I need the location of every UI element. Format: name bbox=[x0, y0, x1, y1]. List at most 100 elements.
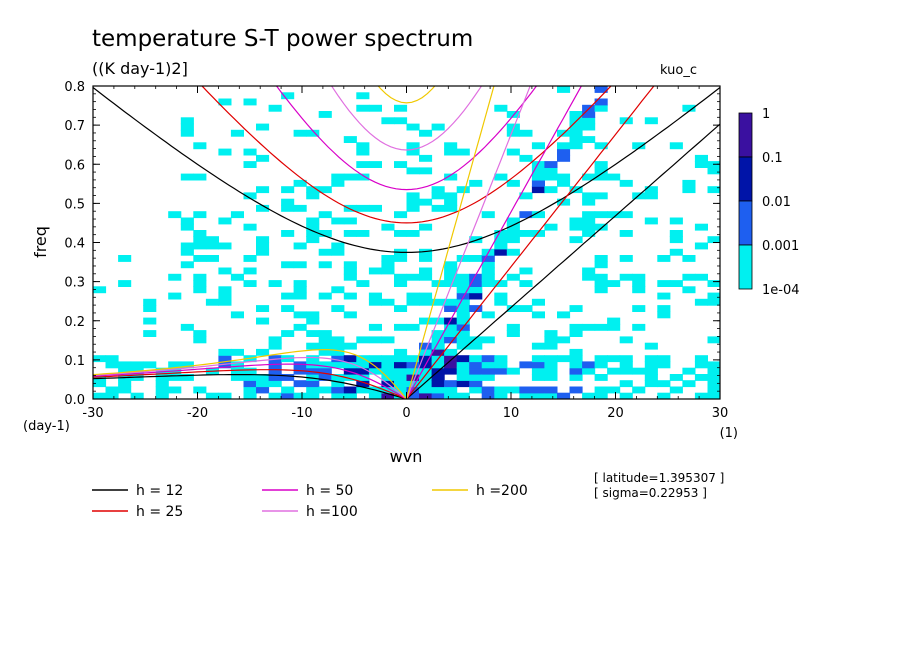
colorbar: 1 0.1 0.01 0.001 1e-04 bbox=[738, 107, 800, 298]
power-cell bbox=[268, 342, 282, 350]
power-cell bbox=[381, 367, 395, 375]
power-cell bbox=[669, 280, 683, 287]
legend-label-h50: h = 50 bbox=[306, 483, 353, 499]
power-cell bbox=[406, 298, 420, 306]
power-cell bbox=[243, 367, 257, 375]
y-tick-label: 0.4 bbox=[64, 237, 85, 252]
power-cell bbox=[118, 367, 132, 375]
power-cell bbox=[343, 361, 357, 369]
power-cell bbox=[168, 211, 182, 219]
gravity-curve-h25 bbox=[201, 86, 612, 224]
power-cell bbox=[143, 330, 157, 337]
power-cell bbox=[569, 129, 583, 137]
power-cell bbox=[180, 323, 194, 331]
power-cell bbox=[544, 173, 558, 181]
power-cell bbox=[469, 342, 483, 350]
power-cell bbox=[594, 223, 608, 231]
power-cell bbox=[218, 355, 232, 363]
colorbar-swatch bbox=[738, 200, 753, 246]
power-cell bbox=[619, 211, 633, 219]
power-cell bbox=[694, 374, 708, 381]
power-cell bbox=[318, 111, 332, 118]
power-cell bbox=[682, 186, 696, 194]
power-cell bbox=[406, 230, 420, 237]
kelvin-curve-h25 bbox=[406, 86, 655, 399]
power-cells bbox=[93, 86, 733, 399]
power-cell bbox=[180, 361, 194, 369]
power-cell bbox=[431, 298, 445, 306]
power-cell bbox=[218, 217, 232, 225]
power-cell bbox=[720, 361, 733, 368]
power-cell bbox=[582, 173, 596, 181]
power-cell bbox=[256, 236, 270, 244]
power-cell bbox=[582, 192, 596, 200]
power-cell bbox=[93, 392, 107, 399]
power-cell bbox=[506, 367, 520, 375]
x-tick-label: -20 bbox=[187, 406, 208, 421]
power-cell bbox=[331, 355, 345, 363]
power-cell bbox=[243, 280, 257, 287]
power-cell bbox=[632, 273, 646, 281]
power-cell bbox=[544, 342, 558, 350]
power-cell bbox=[343, 217, 357, 225]
power-cell bbox=[331, 361, 345, 369]
power-cell bbox=[519, 230, 533, 237]
power-cell bbox=[431, 186, 445, 194]
power-cell bbox=[381, 392, 395, 399]
power-cell bbox=[644, 367, 658, 375]
power-cell bbox=[469, 255, 483, 262]
power-cell bbox=[469, 286, 483, 294]
power-cell bbox=[569, 348, 583, 356]
power-cell bbox=[406, 367, 420, 375]
power-cell bbox=[632, 280, 646, 287]
power-cell bbox=[481, 336, 495, 344]
power-cell bbox=[594, 261, 608, 269]
power-cell bbox=[419, 154, 433, 162]
power-cell bbox=[419, 267, 433, 275]
power-cell bbox=[306, 355, 320, 363]
power-cell bbox=[644, 186, 658, 194]
power-cell bbox=[694, 392, 708, 399]
power-cell bbox=[143, 361, 157, 369]
kelvin-curve-h12 bbox=[406, 123, 720, 399]
power-cell bbox=[456, 311, 470, 319]
power-cell bbox=[356, 230, 370, 237]
power-cell bbox=[193, 230, 207, 237]
power-cell bbox=[444, 336, 458, 344]
power-cell bbox=[431, 330, 445, 337]
power-cell bbox=[594, 361, 608, 369]
power-cell bbox=[707, 336, 720, 344]
power-cell bbox=[394, 355, 408, 363]
power-cell bbox=[582, 123, 596, 131]
power-cell bbox=[444, 305, 458, 312]
power-cell bbox=[130, 392, 144, 399]
power-cell bbox=[456, 186, 470, 194]
power-cell bbox=[506, 248, 520, 256]
power-cell bbox=[619, 392, 633, 399]
power-cell bbox=[707, 386, 720, 394]
power-cell bbox=[619, 336, 633, 344]
power-cell bbox=[456, 305, 470, 312]
power-cell bbox=[544, 367, 558, 375]
power-cell bbox=[193, 273, 207, 281]
power-cell bbox=[544, 392, 558, 399]
power-cell bbox=[343, 342, 357, 350]
power-cell bbox=[306, 342, 320, 350]
power-cell bbox=[93, 380, 107, 388]
power-cell bbox=[444, 298, 458, 306]
power-cell bbox=[519, 129, 533, 137]
x-tick-label: -10 bbox=[291, 406, 312, 421]
power-cell bbox=[306, 129, 320, 137]
power-cell bbox=[569, 305, 583, 312]
power-cell bbox=[168, 386, 182, 394]
power-cell bbox=[193, 386, 207, 394]
power-cell bbox=[682, 255, 696, 262]
power-cell bbox=[205, 236, 219, 244]
power-cell bbox=[481, 367, 495, 375]
power-cell bbox=[293, 392, 307, 399]
power-cell bbox=[644, 217, 658, 225]
power-cell bbox=[594, 142, 608, 150]
power-cell bbox=[205, 242, 219, 250]
power-cell bbox=[444, 323, 458, 331]
power-cell bbox=[594, 192, 608, 200]
